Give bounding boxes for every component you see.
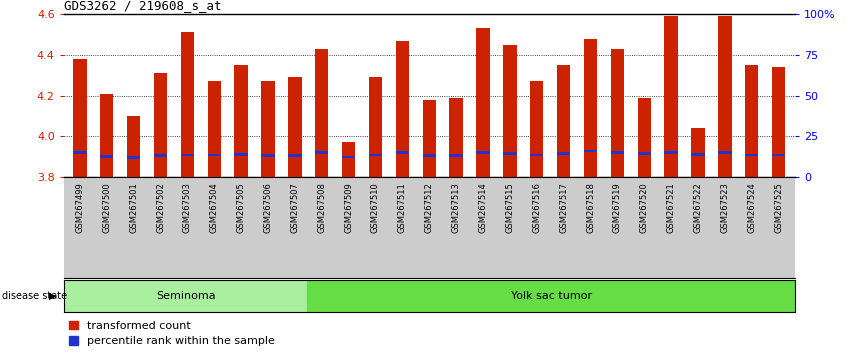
Bar bbox=[127, 156, 140, 159]
Text: disease state: disease state bbox=[2, 291, 67, 301]
Text: Seminoma: Seminoma bbox=[156, 291, 215, 301]
Text: GSM267524: GSM267524 bbox=[747, 182, 756, 233]
Bar bbox=[73, 59, 87, 177]
Bar bbox=[584, 149, 598, 152]
Bar bbox=[718, 151, 732, 154]
Text: GSM267513: GSM267513 bbox=[451, 182, 461, 233]
Bar bbox=[638, 98, 651, 177]
Bar bbox=[422, 100, 436, 177]
Bar bbox=[691, 153, 705, 156]
Text: GSM267519: GSM267519 bbox=[613, 182, 622, 233]
Text: GSM267518: GSM267518 bbox=[586, 182, 595, 233]
Bar bbox=[261, 154, 275, 157]
Bar bbox=[315, 151, 328, 154]
Text: GSM267499: GSM267499 bbox=[76, 182, 84, 233]
Text: GSM267522: GSM267522 bbox=[694, 182, 702, 233]
Text: GSM267502: GSM267502 bbox=[156, 182, 165, 233]
Text: GSM267520: GSM267520 bbox=[640, 182, 649, 233]
Text: GSM267514: GSM267514 bbox=[479, 182, 488, 233]
Bar bbox=[315, 49, 328, 177]
Bar bbox=[207, 81, 221, 177]
Text: GSM267508: GSM267508 bbox=[317, 182, 326, 233]
Bar bbox=[530, 81, 543, 177]
Text: GSM267515: GSM267515 bbox=[506, 182, 514, 233]
Text: GSM267504: GSM267504 bbox=[210, 182, 218, 233]
Bar bbox=[342, 142, 355, 177]
Bar bbox=[610, 151, 624, 154]
Bar bbox=[503, 45, 517, 177]
Bar bbox=[288, 154, 302, 157]
Text: GSM267521: GSM267521 bbox=[666, 182, 676, 233]
Text: GSM267503: GSM267503 bbox=[183, 182, 192, 233]
Text: GSM267507: GSM267507 bbox=[291, 182, 299, 233]
Text: GSM267500: GSM267500 bbox=[102, 182, 111, 233]
Bar bbox=[450, 154, 463, 157]
Text: GSM267505: GSM267505 bbox=[236, 182, 246, 233]
Bar bbox=[422, 154, 436, 157]
Text: GDS3262 / 219608_s_at: GDS3262 / 219608_s_at bbox=[64, 0, 221, 12]
Bar bbox=[530, 154, 543, 156]
Bar bbox=[476, 28, 490, 177]
Bar bbox=[557, 152, 570, 155]
Text: GSM267525: GSM267525 bbox=[774, 182, 783, 233]
Text: GSM267512: GSM267512 bbox=[425, 182, 434, 233]
Bar bbox=[207, 154, 221, 156]
Bar bbox=[772, 154, 785, 156]
Bar bbox=[100, 155, 113, 158]
Bar bbox=[772, 67, 785, 177]
Bar bbox=[610, 49, 624, 177]
Bar bbox=[154, 154, 167, 157]
Bar bbox=[718, 16, 732, 177]
Bar bbox=[369, 77, 382, 177]
Bar bbox=[584, 39, 598, 177]
Bar bbox=[181, 33, 194, 177]
Bar bbox=[235, 153, 248, 156]
Bar bbox=[503, 152, 517, 155]
Bar bbox=[745, 154, 758, 156]
Text: ▶: ▶ bbox=[49, 291, 57, 301]
Bar bbox=[691, 128, 705, 177]
Legend: transformed count, percentile rank within the sample: transformed count, percentile rank withi… bbox=[70, 321, 275, 347]
Bar bbox=[395, 151, 409, 154]
Text: GSM267511: GSM267511 bbox=[398, 182, 407, 233]
Text: GSM267510: GSM267510 bbox=[371, 182, 380, 233]
Bar bbox=[745, 65, 758, 177]
Bar bbox=[235, 65, 248, 177]
Bar bbox=[395, 41, 409, 177]
Bar bbox=[308, 280, 795, 312]
Bar bbox=[342, 156, 355, 159]
Bar bbox=[638, 152, 651, 155]
Bar bbox=[127, 116, 140, 177]
Bar bbox=[665, 151, 677, 154]
Bar bbox=[100, 93, 113, 177]
Bar bbox=[369, 154, 382, 156]
Bar bbox=[261, 81, 275, 177]
Text: Yolk sac tumor: Yolk sac tumor bbox=[511, 291, 592, 301]
Text: GSM267516: GSM267516 bbox=[532, 182, 541, 233]
Bar bbox=[154, 73, 167, 177]
Bar bbox=[73, 151, 87, 154]
Text: GSM267506: GSM267506 bbox=[264, 182, 273, 233]
Text: GSM267523: GSM267523 bbox=[720, 182, 729, 233]
Bar bbox=[450, 98, 463, 177]
Bar bbox=[181, 154, 194, 156]
Bar bbox=[557, 65, 570, 177]
Text: GSM267501: GSM267501 bbox=[129, 182, 138, 233]
Text: GSM267517: GSM267517 bbox=[559, 182, 568, 233]
Bar bbox=[665, 16, 677, 177]
Bar bbox=[288, 77, 302, 177]
Text: GSM267509: GSM267509 bbox=[344, 182, 353, 233]
Bar bbox=[476, 151, 490, 154]
